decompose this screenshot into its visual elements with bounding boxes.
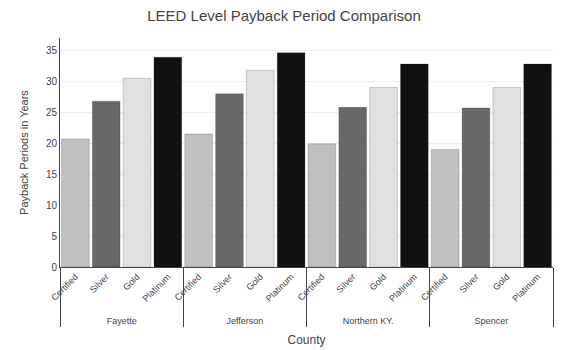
svg-text:LEED Level Payback Period Comp: LEED Level Payback Period Comparison: [147, 7, 420, 24]
svg-text:Platinum: Platinum: [264, 272, 296, 304]
svg-text:30: 30: [46, 76, 58, 87]
svg-text:Payback Periods in Years: Payback Periods in Years: [18, 90, 30, 215]
svg-text:15: 15: [46, 169, 58, 180]
svg-text:Spencer: Spencer: [475, 316, 509, 326]
svg-text:Jefferson: Jefferson: [226, 316, 263, 326]
svg-text:Certified: Certified: [49, 272, 80, 303]
svg-text:Silver: Silver: [211, 272, 234, 295]
svg-text:County: County: [287, 333, 325, 347]
svg-text:Silver: Silver: [88, 272, 111, 295]
svg-text:25: 25: [46, 107, 58, 118]
svg-text:Silver: Silver: [334, 272, 357, 295]
svg-text:Platinum: Platinum: [141, 272, 173, 304]
svg-text:Fayette: Fayette: [107, 316, 137, 326]
svg-text:Platinum: Platinum: [510, 272, 542, 304]
svg-text:10: 10: [46, 200, 58, 211]
svg-text:Certified: Certified: [296, 272, 327, 303]
svg-text:20: 20: [46, 138, 58, 149]
svg-text:Silver: Silver: [458, 272, 481, 295]
svg-text:Certified: Certified: [172, 272, 203, 303]
svg-text:Platinum: Platinum: [387, 272, 419, 304]
svg-text:Gold: Gold: [368, 272, 389, 293]
svg-text:Gold: Gold: [244, 272, 265, 293]
svg-text:5: 5: [51, 231, 57, 242]
svg-text:0: 0: [51, 262, 57, 273]
svg-text:Certified: Certified: [419, 272, 450, 303]
svg-text:Northern KY.: Northern KY.: [343, 316, 394, 326]
svg-text:35: 35: [46, 45, 58, 56]
svg-text:Gold: Gold: [491, 272, 512, 293]
svg-text:Gold: Gold: [121, 272, 142, 293]
